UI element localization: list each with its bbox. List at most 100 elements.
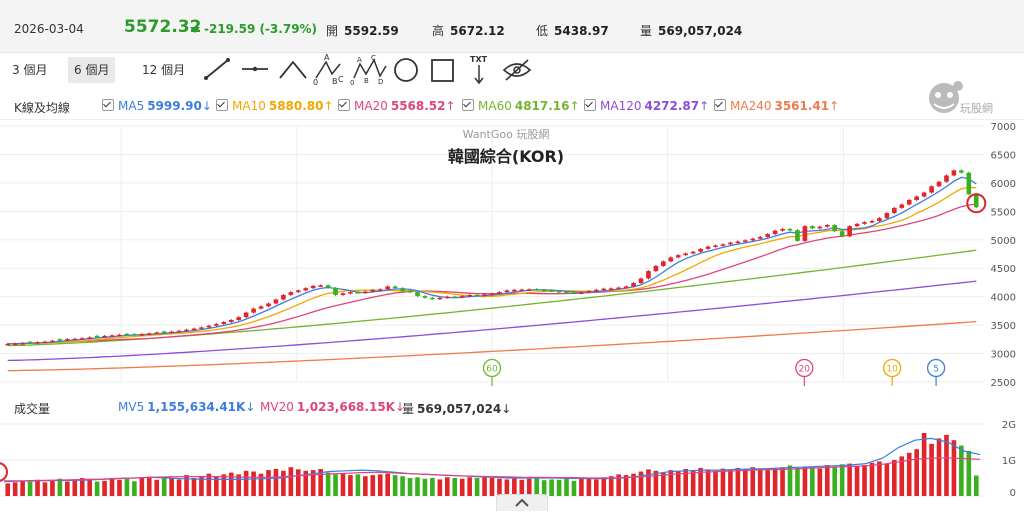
period-6m-button[interactable]: 6 個月 <box>68 57 116 83</box>
candle <box>266 302 271 308</box>
checkbox-icon[interactable] <box>462 99 474 111</box>
mv20-value: 1,023,668.15K <box>296 400 395 414</box>
candle <box>512 288 517 292</box>
volume-chart[interactable]: 0 1G 2G <box>0 418 1024 502</box>
volume-bar <box>750 467 756 496</box>
volume-bar <box>601 477 607 496</box>
candle <box>325 284 331 289</box>
volume-bar <box>519 479 525 496</box>
volume-bar <box>541 480 547 496</box>
ma240-toggle[interactable]: MA240 3561.41↑ <box>714 99 839 113</box>
volume-bar <box>564 478 569 496</box>
low-value: 5438.97 <box>554 24 609 38</box>
ma-marker-pin[interactable]: 5 <box>926 358 946 387</box>
abcd-pattern-icon[interactable]: A C 0 B D <box>350 54 387 87</box>
volume-bar <box>333 474 338 496</box>
volume-bar <box>355 474 361 496</box>
candle <box>72 337 78 341</box>
volume-bar <box>526 478 532 496</box>
checkbox-icon[interactable] <box>338 99 350 111</box>
svg-text:A: A <box>324 54 330 62</box>
candle <box>206 324 212 329</box>
volume-bar <box>303 470 309 496</box>
ma-legend-label: K線及均線 <box>14 101 70 115</box>
candle <box>489 292 495 296</box>
ma60-toggle[interactable]: MA60 4817.16↑ <box>462 99 580 113</box>
svg-text:B: B <box>332 77 338 86</box>
checkbox-icon[interactable] <box>216 99 228 111</box>
volume-tick-label: 0 <box>1010 488 1016 499</box>
volume-legend-label: 成交量 <box>14 402 51 416</box>
ma240-name: MA240 <box>730 99 772 113</box>
price-chart[interactable]: WantGoo 玩股網 韓國綜合(KOR) 2500 3000 3500 4000 45… <box>0 120 1024 392</box>
candle <box>154 331 160 335</box>
volume-bar <box>944 434 949 496</box>
checkbox-icon[interactable] <box>714 99 726 111</box>
checkbox-icon[interactable] <box>102 99 114 111</box>
candle <box>258 305 264 310</box>
candle <box>743 239 748 243</box>
candle <box>132 333 137 336</box>
candle <box>906 198 912 206</box>
candle <box>780 227 785 232</box>
mv20-legend: MV20 1,023,668.15K↓ <box>260 400 405 414</box>
candle <box>802 225 808 242</box>
candle <box>556 289 562 294</box>
period-12m-button[interactable]: 12 個月 <box>142 63 186 77</box>
ma-marker-pin[interactable]: 10 <box>883 358 902 387</box>
volume-bar <box>295 469 301 496</box>
ma5-toggle[interactable]: MA5 5999.90↓ <box>102 99 212 113</box>
volume-tick-label: 2G <box>1002 420 1016 431</box>
ma10-arrow: ↑ <box>323 99 334 113</box>
volume-bar <box>638 471 644 496</box>
ma10-toggle[interactable]: MA10 5880.80↑ <box>216 99 334 113</box>
volume-bar <box>243 470 249 496</box>
volume-bar <box>385 473 391 496</box>
volume-bar <box>266 470 271 496</box>
candle <box>42 340 48 344</box>
circle-icon[interactable] <box>390 54 424 86</box>
candle <box>50 339 55 343</box>
candle <box>884 212 890 220</box>
hide-icon[interactable] <box>500 54 534 86</box>
candle <box>87 336 92 340</box>
ma60-name: MA60 <box>478 99 512 113</box>
ma-marker-pin[interactable]: 20 <box>795 358 814 387</box>
candle <box>318 284 323 287</box>
ma-marker-label: 60 <box>486 365 498 375</box>
volume-bar <box>452 478 458 496</box>
peak-icon[interactable] <box>276 54 310 86</box>
volume-bar <box>757 468 763 496</box>
candle <box>12 342 18 346</box>
ma20-toggle[interactable]: MA20 5568.52↑ <box>338 99 456 113</box>
candle <box>422 295 428 299</box>
text-icon[interactable]: TXT <box>462 54 496 86</box>
volume-bar <box>310 470 316 496</box>
svg-text:0: 0 <box>350 79 354 86</box>
ma-marker-label: 20 <box>799 365 811 375</box>
horizontal-line-icon[interactable] <box>238 54 272 86</box>
collapse-button[interactable] <box>496 494 548 511</box>
candle <box>661 260 666 267</box>
volume-bar <box>862 465 867 496</box>
candle <box>407 289 413 294</box>
candle <box>94 334 100 338</box>
mv5-arrow: ↓ <box>245 400 256 414</box>
candle <box>199 326 204 330</box>
rectangle-icon[interactable] <box>426 54 460 86</box>
volume-bar <box>892 460 897 496</box>
vol-legend: 量 569,057,024↓ <box>402 400 511 417</box>
trend-line-icon[interactable] <box>200 54 234 86</box>
candle <box>415 291 420 298</box>
volume-bar <box>65 481 70 496</box>
ma-marker-pin[interactable]: 60 <box>482 358 502 387</box>
candle <box>20 342 25 345</box>
checkbox-icon[interactable] <box>584 99 596 111</box>
candle <box>176 329 182 333</box>
volume-bar <box>325 472 331 496</box>
volume-stat: 量 569,057,024 <box>640 22 742 39</box>
ma120-toggle[interactable]: MA120 4272.87↑ <box>584 99 709 113</box>
volume-bar <box>407 478 413 496</box>
period-3m-button[interactable]: 3 個月 <box>12 63 48 77</box>
